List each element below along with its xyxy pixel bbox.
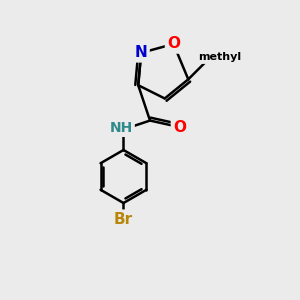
Text: O: O xyxy=(167,37,180,52)
Text: Br: Br xyxy=(114,212,133,227)
Text: methyl: methyl xyxy=(198,52,241,62)
Text: NH: NH xyxy=(110,121,133,135)
Text: N: N xyxy=(135,45,148,60)
Text: O: O xyxy=(173,120,186,135)
